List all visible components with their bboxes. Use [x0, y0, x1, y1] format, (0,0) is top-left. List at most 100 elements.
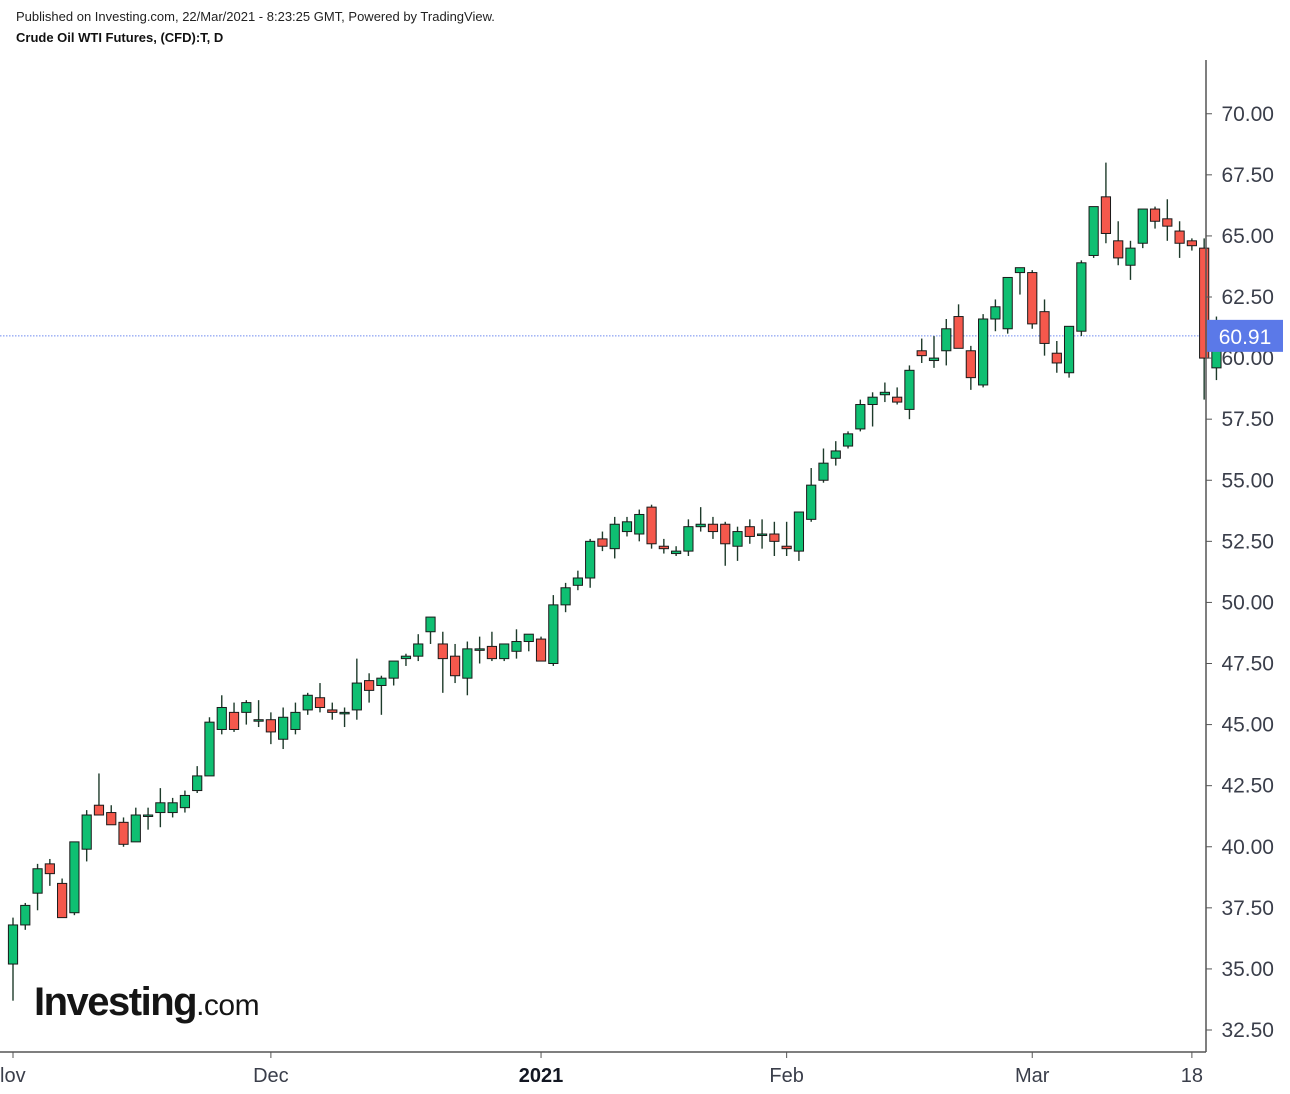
candle[interactable] — [1137, 208, 1148, 249]
candle[interactable] — [118, 817, 129, 847]
candle[interactable] — [155, 788, 166, 828]
candle[interactable] — [855, 399, 866, 432]
candle[interactable] — [548, 595, 559, 666]
candle[interactable] — [523, 633, 534, 652]
candle[interactable] — [756, 519, 768, 549]
candle[interactable] — [216, 695, 227, 735]
candle[interactable] — [683, 519, 694, 556]
candle[interactable] — [364, 673, 375, 703]
candle[interactable] — [965, 345, 976, 390]
candle[interactable] — [499, 643, 510, 662]
candle[interactable] — [302, 692, 313, 715]
candle[interactable] — [142, 807, 154, 830]
candle[interactable] — [69, 841, 80, 916]
candle[interactable] — [1174, 221, 1185, 258]
candle[interactable] — [978, 314, 989, 388]
candle[interactable] — [20, 902, 31, 930]
candle[interactable] — [732, 526, 743, 561]
candle[interactable] — [204, 717, 215, 777]
candle[interactable] — [290, 702, 301, 735]
candle[interactable] — [781, 521, 792, 556]
candle[interactable] — [339, 707, 350, 728]
candle[interactable] — [928, 336, 940, 368]
candle[interactable] — [609, 516, 620, 559]
candle[interactable] — [769, 521, 780, 556]
candle[interactable] — [793, 511, 805, 561]
candle[interactable] — [449, 643, 461, 684]
candle[interactable] — [192, 766, 203, 794]
candle[interactable] — [744, 519, 755, 544]
candle[interactable] — [400, 653, 412, 666]
candle[interactable] — [1027, 270, 1038, 329]
candle[interactable] — [806, 468, 817, 522]
candle[interactable] — [1051, 340, 1062, 373]
candle[interactable] — [1039, 299, 1050, 356]
candle[interactable] — [941, 318, 952, 366]
candle[interactable] — [425, 616, 436, 644]
candle[interactable] — [1113, 221, 1124, 266]
candle[interactable] — [413, 634, 424, 662]
candle[interactable] — [1002, 276, 1013, 334]
candle[interactable] — [7, 917, 19, 1001]
candle[interactable] — [253, 700, 264, 728]
candle[interactable] — [486, 631, 498, 662]
candle[interactable] — [830, 441, 841, 466]
candle[interactable] — [585, 538, 596, 588]
candle[interactable] — [1125, 240, 1136, 280]
candle[interactable] — [634, 509, 645, 542]
candle[interactable] — [57, 878, 68, 919]
candle[interactable] — [265, 712, 276, 745]
candle[interactable] — [720, 521, 731, 566]
candle[interactable] — [1199, 238, 1210, 400]
candle[interactable] — [953, 304, 964, 349]
candle[interactable] — [658, 538, 669, 554]
candle[interactable] — [535, 636, 547, 662]
candle[interactable] — [106, 805, 117, 826]
candle[interactable] — [621, 516, 633, 537]
candle[interactable] — [916, 338, 927, 363]
candle[interactable] — [560, 582, 571, 613]
candle[interactable] — [707, 516, 719, 539]
candle[interactable] — [1014, 267, 1026, 295]
candle[interactable] — [228, 702, 240, 732]
candle[interactable] — [1063, 325, 1075, 378]
candle[interactable] — [867, 392, 878, 427]
candle[interactable] — [1088, 206, 1099, 258]
candle[interactable] — [892, 387, 903, 405]
candle[interactable] — [130, 807, 141, 843]
candle[interactable] — [597, 531, 608, 552]
candle[interactable] — [32, 863, 43, 911]
candle[interactable] — [44, 858, 55, 886]
candle[interactable] — [1149, 206, 1161, 229]
candle[interactable] — [842, 431, 854, 449]
candle[interactable] — [314, 683, 326, 713]
candle[interactable] — [990, 299, 1001, 332]
candle[interactable] — [671, 546, 682, 556]
candle[interactable] — [81, 810, 92, 862]
candle[interactable] — [327, 702, 338, 720]
candle-body — [44, 863, 55, 875]
candle[interactable] — [179, 790, 191, 813]
candle[interactable] — [376, 675, 387, 715]
candle[interactable] — [511, 629, 522, 659]
candle[interactable] — [818, 448, 829, 483]
candle[interactable] — [1100, 162, 1112, 244]
candle[interactable] — [1076, 260, 1087, 337]
candle[interactable] — [1186, 238, 1197, 251]
candle[interactable] — [351, 658, 362, 720]
candle[interactable] — [437, 631, 448, 693]
candle[interactable] — [241, 700, 252, 725]
candle[interactable] — [904, 365, 915, 420]
candle[interactable] — [572, 570, 583, 591]
candle[interactable] — [388, 660, 399, 686]
candle[interactable] — [167, 797, 178, 818]
candle[interactable] — [93, 773, 105, 816]
candle[interactable] — [1162, 199, 1173, 241]
candle[interactable] — [474, 636, 485, 664]
candle[interactable] — [879, 382, 890, 403]
candle[interactable] — [462, 641, 473, 696]
candle[interactable] — [646, 504, 657, 549]
candle[interactable] — [278, 707, 289, 750]
candle[interactable] — [695, 507, 706, 532]
